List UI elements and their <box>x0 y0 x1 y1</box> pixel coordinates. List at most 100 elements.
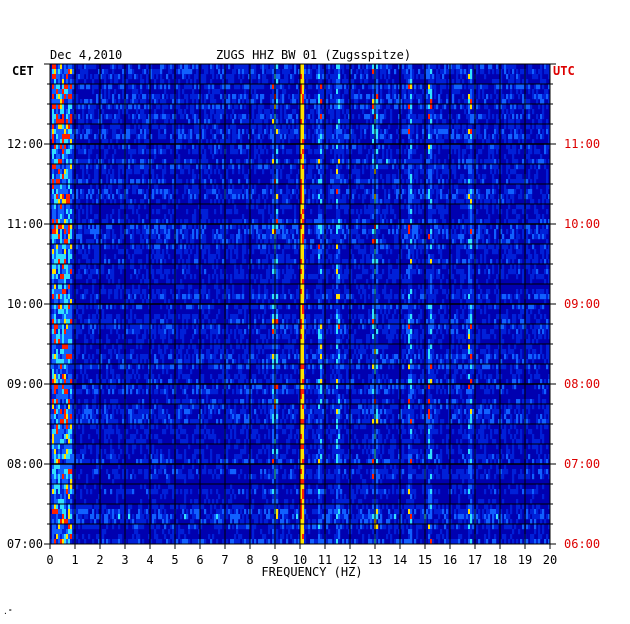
heatmap-cell <box>396 244 399 250</box>
heatmap-cell <box>154 114 157 120</box>
heatmap-cell <box>420 184 423 190</box>
heatmap-cell <box>346 109 349 115</box>
heatmap-cell <box>204 94 207 100</box>
heatmap-cell <box>244 114 247 120</box>
heatmap-cell <box>148 149 151 155</box>
heatmap-cell <box>328 64 331 70</box>
heatmap-cell <box>122 164 125 170</box>
heatmap-cell <box>118 174 121 180</box>
heatmap-cell <box>226 114 229 120</box>
heatmap-cell <box>270 134 273 140</box>
heatmap-cell <box>488 214 491 220</box>
heatmap-cell <box>420 114 423 120</box>
heatmap-cell <box>504 114 507 120</box>
heatmap-cell <box>528 159 531 165</box>
heatmap-cell <box>296 184 299 190</box>
heatmap-cell <box>136 164 139 170</box>
heatmap-cell <box>398 189 401 195</box>
heatmap-cell <box>340 104 343 110</box>
heatmap-cell <box>140 74 143 80</box>
heatmap-cell <box>310 159 313 165</box>
heatmap-cell <box>280 169 283 175</box>
heatmap-cell <box>64 244 67 250</box>
heatmap-cell <box>378 159 381 165</box>
heatmap-cell <box>278 134 281 140</box>
heatmap-cell <box>350 69 353 75</box>
heatmap-cell <box>316 194 319 200</box>
heatmap-cell <box>350 124 353 130</box>
heatmap-cell <box>344 129 347 135</box>
heatmap-cell <box>210 129 213 135</box>
heatmap-cell <box>256 239 259 245</box>
heatmap-cell <box>470 144 473 150</box>
heatmap-cell <box>128 169 131 175</box>
heatmap-cell <box>290 134 293 140</box>
heatmap-cell <box>328 134 331 140</box>
heatmap-cell <box>362 199 365 205</box>
heatmap-cell <box>326 84 329 90</box>
heatmap-cell <box>288 159 291 165</box>
heatmap-cell <box>52 214 55 220</box>
heatmap-cell <box>168 229 171 235</box>
heatmap-cell <box>60 184 63 190</box>
heatmap-cell <box>418 239 421 245</box>
heatmap-cell <box>488 189 491 195</box>
heatmap-cell <box>504 124 507 130</box>
heatmap-cell <box>228 179 231 185</box>
heatmap-cell <box>78 249 81 255</box>
heatmap-cell <box>428 189 431 195</box>
heatmap-cell <box>204 114 207 120</box>
heatmap-cell <box>108 114 111 120</box>
heatmap-cell <box>364 224 367 230</box>
heatmap-cell <box>470 134 473 140</box>
heatmap-cell <box>192 104 195 110</box>
heatmap-cell <box>130 224 133 230</box>
heatmap-cell <box>246 219 249 225</box>
heatmap-cell <box>322 69 325 75</box>
heatmap-cell <box>160 239 163 245</box>
heatmap-cell <box>318 214 321 220</box>
heatmap-cell <box>96 249 99 255</box>
heatmap-cell <box>54 99 57 105</box>
heatmap-cell <box>148 104 151 110</box>
heatmap-cell <box>548 194 551 200</box>
heatmap-cell <box>528 229 531 235</box>
heatmap-cell <box>302 209 305 215</box>
heatmap-cell <box>280 219 283 225</box>
heatmap-cell <box>486 159 489 165</box>
heatmap-cell <box>516 179 519 185</box>
heatmap-cell <box>418 119 421 125</box>
heatmap-cell <box>240 139 243 145</box>
heatmap-cell <box>76 104 79 110</box>
heatmap-cell <box>68 79 71 85</box>
heatmap-cell <box>426 159 429 165</box>
heatmap-cell <box>496 124 499 130</box>
heatmap-cell <box>336 244 339 250</box>
heatmap-cell <box>68 134 71 140</box>
heatmap-cell <box>334 99 337 105</box>
heatmap-cell <box>96 154 99 160</box>
heatmap-cell <box>330 109 333 115</box>
heatmap-cell <box>92 199 95 205</box>
heatmap-cell <box>468 169 471 175</box>
heatmap-cell <box>410 109 413 115</box>
heatmap-cell <box>282 209 285 215</box>
heatmap-cell <box>414 89 417 95</box>
heatmap-cell <box>388 244 391 250</box>
heatmap-cell <box>508 204 511 210</box>
heatmap-cell <box>320 224 323 230</box>
heatmap-cell <box>492 69 495 75</box>
heatmap-cell <box>76 94 79 100</box>
heatmap-cell <box>128 144 131 150</box>
heatmap-cell <box>422 114 425 120</box>
heatmap-cell <box>532 219 535 225</box>
heatmap-cell <box>280 109 283 115</box>
heatmap-cell <box>430 109 433 115</box>
heatmap-cell <box>330 134 333 140</box>
heatmap-cell <box>260 239 263 245</box>
heatmap-cell <box>236 234 239 240</box>
heatmap-cell <box>294 204 297 210</box>
heatmap-cell <box>148 239 151 245</box>
heatmap-cell <box>338 149 341 155</box>
heatmap-cell <box>428 199 431 205</box>
